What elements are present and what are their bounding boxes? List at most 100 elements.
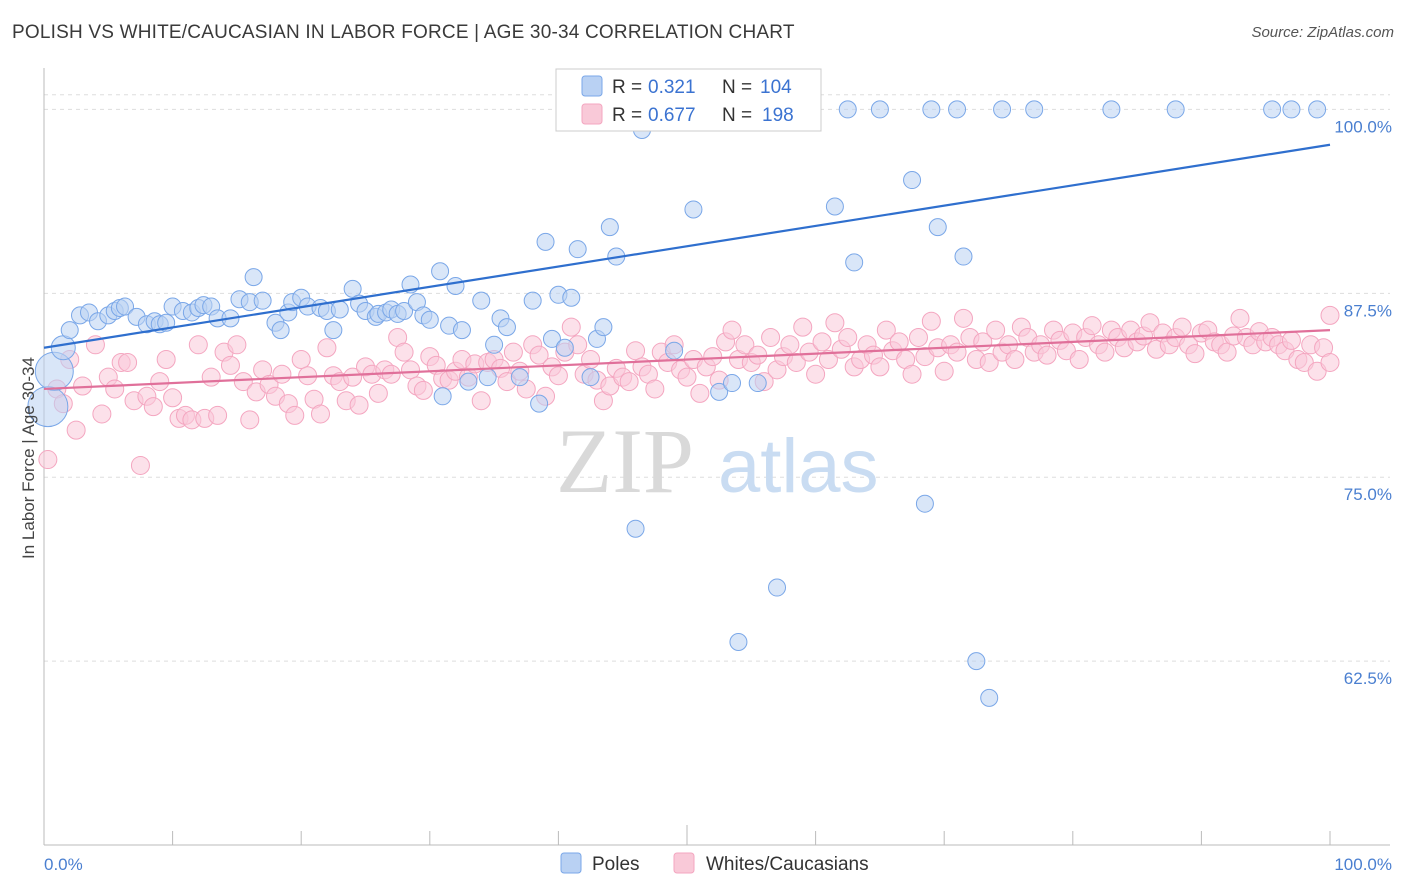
poles-point-66 [542, 329, 561, 348]
y-tick-label-0: 62.5% [1344, 669, 1392, 688]
poles-point-52 [433, 387, 452, 406]
poles-point-85 [723, 374, 742, 393]
whites-point-134 [908, 327, 928, 347]
poles-point-61 [497, 318, 516, 337]
legend-whites-n-value: 198 [762, 105, 794, 126]
whites-point-107 [735, 335, 755, 355]
poles-point-90 [825, 197, 844, 216]
poles-point-93 [870, 100, 889, 119]
whites-point-11 [118, 352, 138, 372]
whites-point-41 [310, 404, 330, 424]
series-poles [27, 100, 1327, 707]
whites-point-38 [291, 350, 311, 370]
whites-point-24 [201, 367, 221, 387]
poles-point-74 [600, 218, 619, 237]
watermark-zip: ZIP [556, 410, 694, 512]
x-tick-labels: 0.0% 100.0% [44, 855, 1392, 874]
whites-point-78 [548, 366, 568, 386]
legend-bottom-poles: Poles [592, 854, 640, 875]
whites-point-198 [1320, 352, 1340, 372]
poles-point-55 [452, 321, 471, 340]
x-tick-label-0: 0.0% [44, 855, 83, 874]
legend-poles-r-label: R = [612, 77, 642, 98]
y-tick-label-1: 75.0% [1344, 485, 1392, 504]
whites-point-145 [979, 352, 999, 372]
poles-trend-line [43, 143, 1331, 349]
legend-whites-r-value: 0.677 [648, 105, 696, 126]
poles-point-84 [710, 382, 729, 401]
whites-point-118 [806, 364, 826, 384]
poles-point-81 [665, 341, 684, 360]
whites-point-111 [761, 327, 781, 347]
whites-point-170 [1140, 313, 1160, 333]
whites-point-22 [188, 335, 208, 355]
whites-point-100 [690, 383, 710, 403]
legend-bottom-whites-swatch [673, 852, 695, 874]
whites-point-15 [143, 397, 163, 417]
poles-point-94 [903, 171, 922, 190]
poles-point-76 [626, 519, 645, 538]
whites-point-30 [240, 410, 260, 430]
x-tick-label-1: 100.0% [1334, 855, 1392, 874]
poles-point-29 [271, 321, 290, 340]
source-label: Source: ZipAtlas.com [1251, 24, 1394, 41]
whites-point-159 [1069, 350, 1089, 370]
legend-bottom-poles-swatch [560, 852, 582, 874]
poles-point-57 [472, 291, 491, 310]
y-tick-label-3: 100.0% [1334, 117, 1392, 136]
poles-point-105 [1166, 100, 1185, 119]
whites-point-146 [986, 320, 1006, 340]
poles-point-100 [967, 652, 986, 671]
poles-point-37 [330, 300, 349, 319]
whites-point-102 [703, 347, 723, 367]
poles-point-98 [948, 100, 967, 119]
whites-point-123 [838, 327, 858, 347]
poles-point-58 [478, 368, 497, 387]
legend-poles-r-value: 0.321 [648, 77, 696, 98]
poles-point-108 [1308, 100, 1327, 119]
whites-point-29 [233, 372, 253, 392]
legend-poles-swatch [581, 75, 603, 97]
whites-trend-line [43, 328, 1331, 391]
poles-point-68 [555, 338, 574, 357]
whites-point-177 [1185, 344, 1205, 364]
poles-point-64 [530, 394, 549, 413]
whites-point-184 [1230, 308, 1250, 328]
chart-title: POLISH VS WHITE/CAUCASIAN IN LABOR FORCE… [12, 22, 795, 43]
poles-point-103 [1025, 100, 1044, 119]
poles-point-104 [1102, 100, 1121, 119]
whites-point-131 [889, 332, 909, 352]
whites-point-7 [92, 404, 112, 424]
poles-point-106 [1263, 100, 1282, 119]
whites-point-37 [285, 405, 305, 425]
poles-point-65 [536, 232, 555, 251]
whites-point-16 [150, 372, 170, 392]
whites-point-25 [208, 405, 228, 425]
whites-point-128 [870, 357, 890, 377]
legend-bottom-whites: Whites/Caucasians [706, 854, 869, 875]
y-tick-label-2: 87.5% [1344, 301, 1392, 320]
whites-point-66 [471, 391, 491, 411]
whites-point-90 [626, 341, 646, 361]
whites-point-149 [1005, 350, 1025, 370]
whites-point-18 [163, 388, 183, 408]
whites-point-161 [1082, 316, 1102, 336]
whites-point-46 [343, 367, 363, 387]
whites-point-114 [780, 335, 800, 355]
whites-point-83 [581, 350, 601, 370]
whites-point-17 [156, 350, 176, 370]
poles-point-54 [446, 276, 465, 295]
poles-point-101 [980, 688, 999, 707]
whites-point-0 [38, 450, 58, 470]
poles-point-82 [684, 200, 703, 219]
legend-poles-n-label: N = [722, 77, 752, 98]
poles-point-86 [729, 632, 748, 651]
whites-point-55 [401, 360, 421, 380]
poles-point-70 [568, 240, 587, 259]
poles-point-69 [562, 288, 581, 307]
whites-point-136 [921, 311, 941, 331]
whites-point-163 [1095, 342, 1115, 362]
poles-point-59 [485, 335, 504, 354]
poles-point-50 [420, 310, 439, 329]
poles-point-73 [594, 318, 613, 337]
